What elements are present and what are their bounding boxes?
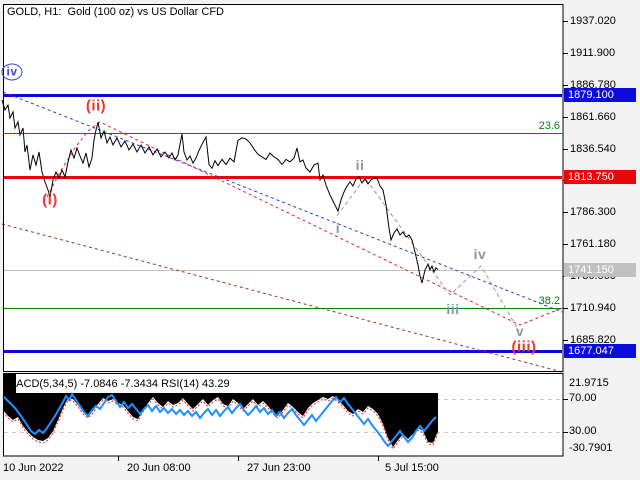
price-badge: 1879.100 (564, 88, 636, 102)
blue-channel-line[interactable] (2, 91, 563, 313)
time-axis-label: 27 Jun 23:00 (247, 462, 311, 474)
wave-label-v[interactable]: v (515, 323, 525, 339)
price-axis-label: 1761.180 (570, 237, 616, 250)
price-line (1, 99, 439, 284)
time-axis-label: 20 Jun 08:00 (127, 462, 191, 474)
rsi-line (2, 392, 437, 448)
wave-label-ii[interactable]: (ii) (85, 97, 107, 115)
price-badge: 1677.047 (564, 344, 636, 358)
indicator-axis-label: 30.00 (569, 425, 597, 437)
price-axis-label: 1861.660 (570, 110, 616, 123)
price-axis-label: 1786.300 (570, 205, 616, 218)
wave-label-iii[interactable]: iii (446, 301, 460, 317)
wave-label-iv[interactable]: iv (473, 246, 487, 262)
main-plot-bg (3, 4, 563, 372)
wave-label-iii[interactable]: (iii) (511, 338, 537, 356)
gray-wave-zigzag[interactable] (336, 177, 520, 332)
price-axis-label: 1911.900 (570, 46, 616, 59)
price-axis-label: 1836.540 (570, 142, 616, 155)
indicator-axis-label: -30.7901 (569, 442, 613, 454)
indicator-plot-bg (3, 373, 563, 456)
wave-label-i[interactable]: (i) (42, 191, 58, 209)
indicator-plot-border (3, 373, 564, 457)
wave-label-iv[interactable]: iv (1, 63, 23, 81)
price-badge: 1741.150 (564, 263, 636, 277)
chart-title: GOLD, H1: Gold (100 oz) vs US Dollar CFD (7, 6, 225, 18)
price-axis-label: 1710.940 (570, 301, 616, 314)
wave-label-i[interactable]: i (335, 220, 341, 236)
time-axis-label: 5 Jul 15:00 (385, 462, 439, 474)
red-wave-projection[interactable] (46, 121, 563, 326)
price-axis-label: 1886.780 (570, 78, 616, 91)
maroon-channel-line[interactable] (1, 223, 563, 373)
indicator-label: MACD(5,34,5) -7.0846 -7.3434 RSI(14) 43.… (7, 378, 230, 390)
fib-level-label: 23.6 (538, 119, 560, 132)
fib-level-label: 38.2 (538, 294, 560, 307)
main-plot-border (3, 4, 564, 372)
macd-signal-line (2, 397, 439, 450)
wave-label-ii[interactable]: ii (355, 157, 365, 173)
indicator-axis-label: 70.00 (569, 392, 597, 404)
price-badge: 1813.750 (564, 170, 636, 184)
price-axis-label: 1937.020 (570, 14, 616, 27)
macd-histogram (3, 393, 438, 447)
indicator-axis-label: 21.9715 (569, 377, 609, 389)
time-axis-label: 10 Jun 2022 (3, 462, 64, 474)
macd-histogram-positive (3, 374, 16, 393)
price-axis-label: 1685.820 (570, 333, 616, 346)
